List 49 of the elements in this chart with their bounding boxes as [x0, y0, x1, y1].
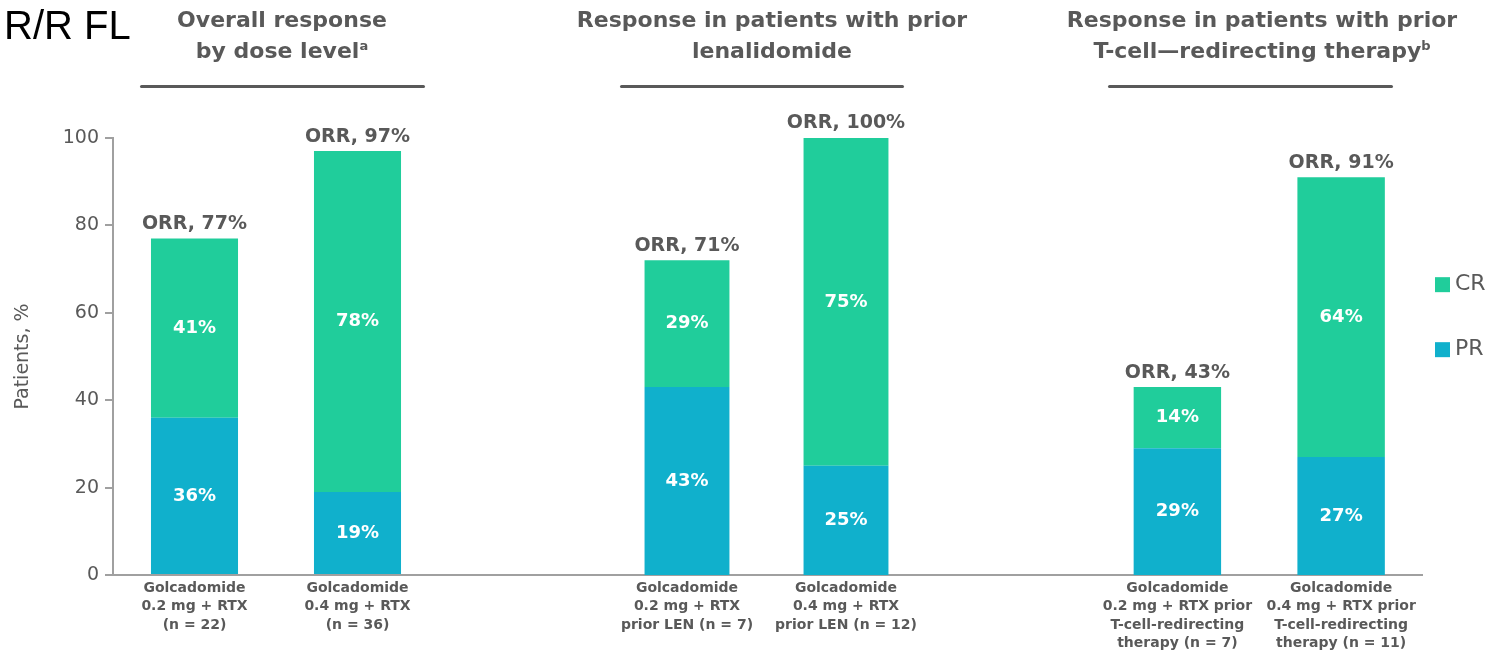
total-label: ORR, 97%: [304, 123, 411, 146]
chart-title: Response in patients with prior T-cell—redirecting therapy$^{b}$: [1065, 6, 1459, 65]
legend-label: PR: [1455, 335, 1484, 361]
data-label: 25%: [824, 508, 868, 530]
y-axis-title: Patients, %: [10, 303, 33, 410]
bar: [313, 491, 402, 574]
x-tick-label: Golcadomide 0.2 mg + RTX prior LEN (n = 7): [620, 578, 754, 632]
data-label: 29%: [1155, 499, 1199, 521]
bar: [803, 465, 889, 575]
text: R/R FL: [4, 2, 131, 48]
total-label: ORR, 91%: [1288, 149, 1394, 172]
x-tick-label: Golcadomide 0.2 mg + RTX (n = 22): [141, 578, 248, 632]
total-label: ORR, 100%: [786, 110, 906, 133]
bar: [150, 238, 239, 418]
data-label: 75%: [824, 289, 868, 311]
y-tick-label: 80: [74, 212, 99, 235]
bar: [1133, 448, 1222, 575]
data-label: 19%: [335, 520, 380, 542]
bar: [150, 417, 239, 574]
bar: [1133, 387, 1222, 449]
x-tick-label: Golcadomide 0.4 mg + RTX (n = 36): [304, 578, 411, 632]
y-tick-label: 20: [74, 474, 99, 497]
bar: [1297, 177, 1385, 458]
y-tick-label: 0: [86, 561, 99, 584]
data-label: 41%: [172, 315, 217, 337]
chart-title: Response in patients with prior lenalidomide: [575, 6, 969, 65]
data-label: 14%: [1155, 405, 1199, 427]
total-label: ORR, 71%: [634, 232, 740, 255]
y-tick-label: 60: [74, 299, 99, 322]
data-label: 36%: [172, 483, 217, 505]
data-label: 64%: [1319, 304, 1363, 326]
bar: [803, 138, 889, 466]
total-label: ORR, 43%: [1124, 359, 1230, 382]
bar: [644, 260, 730, 388]
data-label: 29%: [665, 311, 709, 333]
x-tick-label: Golcadomide 0.4 mg + RTX prior LEN (n = 12): [775, 578, 917, 632]
legend-label: CR: [1455, 270, 1486, 296]
data-label: 43%: [665, 468, 709, 490]
x-tick-label: Golcadomide 0.2 mg + RTX prior T-cell-redirecting therapy (n = 7): [1102, 578, 1253, 651]
bar: [644, 387, 730, 575]
bar: [1297, 457, 1385, 575]
data-label: 27%: [1319, 503, 1363, 525]
data-label: 78%: [335, 309, 380, 331]
bar: [313, 151, 402, 492]
y-tick-label: 100: [62, 124, 99, 147]
x-tick-label: Golcadomide 0.4 mg + RTX prior T-cell-redirecting therapy (n = 11): [1266, 578, 1416, 651]
y-tick-label: 40: [74, 387, 99, 410]
total-label: ORR, 77%: [141, 210, 248, 233]
chart-title: Overall response by dose level$^{a}$: [176, 6, 388, 65]
